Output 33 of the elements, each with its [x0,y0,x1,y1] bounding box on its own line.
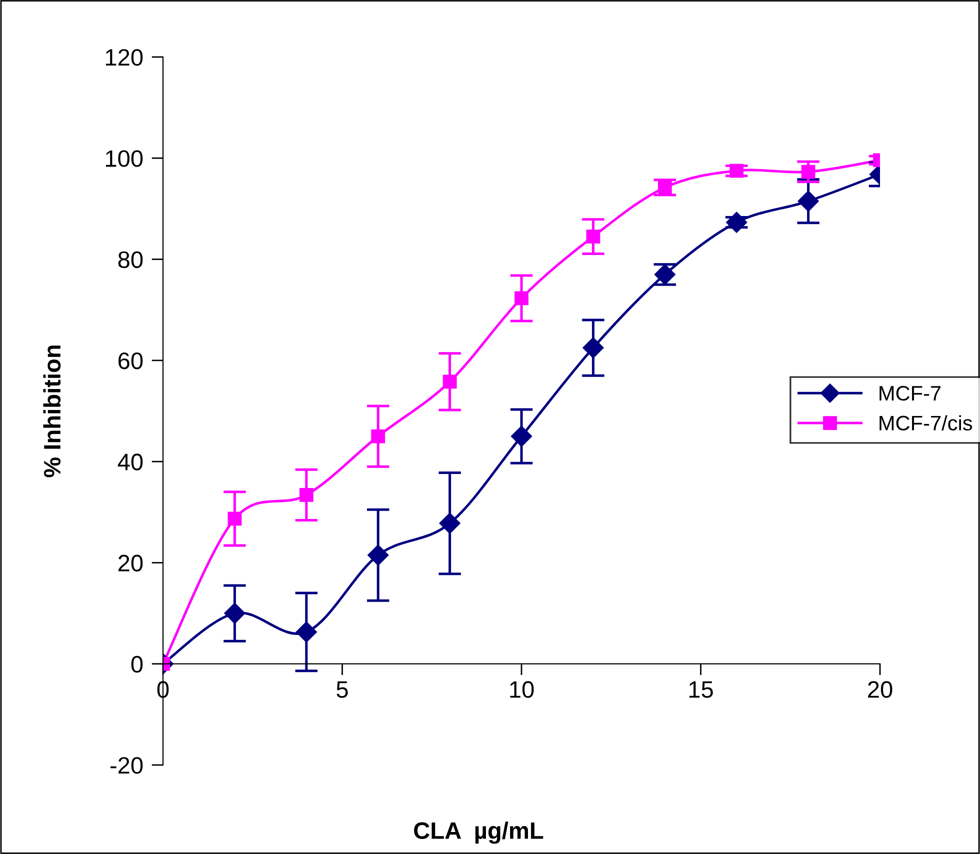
point [224,602,246,624]
point [586,230,600,244]
point [514,291,528,306]
point [801,164,816,179]
point [798,190,819,212]
legend-label: MCF-7/cis [880,415,972,431]
y-tick-label: -20 [110,757,143,774]
point [582,337,604,358]
y-tick-label: 20 [118,554,143,572]
y-tick-label: 40 [118,454,143,470]
point [296,621,317,643]
y-tick-label: 60 [118,352,143,370]
point [371,429,386,444]
point [439,512,460,534]
x-tick-label: 15 [689,681,713,698]
y-tick-label: 80 [118,251,143,268]
point [730,164,744,178]
point [510,426,532,447]
point [726,212,748,233]
y-tick-label: 120 [106,49,143,66]
x-tick-label: 10 [510,681,534,698]
y-tick-label: 100 [106,150,143,167]
x-tick-label: 5 [336,681,348,698]
point [658,180,672,194]
x-axis-title: CLA µg/mL [414,822,544,844]
y-axis-title: % Inhibition [43,346,61,478]
x-tick-label: 20 [868,681,892,698]
legend-label: MCF-7 [880,386,941,401]
point [368,544,389,566]
point [228,512,242,526]
point [442,374,457,389]
point [299,488,314,502]
y-tick-label: 0 [131,656,143,673]
